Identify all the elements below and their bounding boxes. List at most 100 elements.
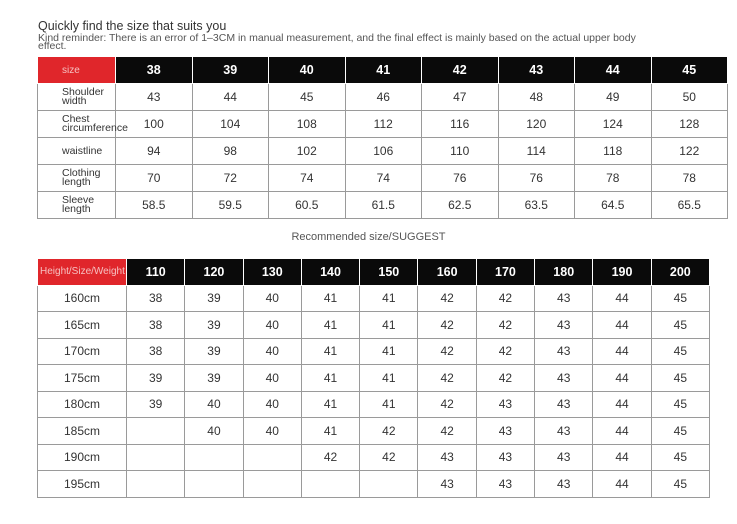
size-table: size 38 39 40 41 42 43 44 45 Shoulder width 43 44 45… xyxy=(37,56,728,219)
table-cell: 50 xyxy=(650,83,728,111)
table-cell: 41 xyxy=(359,364,419,392)
row-label: 195cm xyxy=(37,470,127,498)
measurement-reminder: Kind reminder: There is an error of 1–3C… xyxy=(38,32,636,52)
table-cell: 44 xyxy=(191,83,269,111)
table-cell: 42 xyxy=(359,443,419,471)
table-cell: 44 xyxy=(592,284,652,312)
table-cell: 118 xyxy=(574,137,652,165)
table-cell: 42 xyxy=(475,337,536,365)
row-label: Sleeve length xyxy=(37,191,116,219)
table-cell: 40 xyxy=(242,311,302,339)
table-cell: 76 xyxy=(421,164,499,192)
table-cell: 45 xyxy=(650,443,711,471)
table-cell: 45 xyxy=(650,390,711,418)
table-cell: 106 xyxy=(344,137,422,165)
table-cell: 39 xyxy=(184,311,244,339)
table-cell: 43 xyxy=(475,390,536,418)
table-cell: 78 xyxy=(574,164,652,192)
table-cell: 120 xyxy=(497,110,575,138)
table-cell: 110 xyxy=(421,137,499,165)
table-cell: 70 xyxy=(115,164,193,192)
table-row: 195cm 43 43 43 44 45 xyxy=(37,470,711,498)
table-cell: 42 xyxy=(417,417,477,445)
table-cell: 42 xyxy=(417,390,477,418)
table-cell xyxy=(242,470,302,498)
table-cell xyxy=(125,443,186,471)
table-cell: 42 xyxy=(475,284,536,312)
table-header-row: size 38 39 40 41 42 43 44 45 xyxy=(37,56,728,84)
table-cell: 43 xyxy=(475,417,536,445)
table-cell: 44 xyxy=(592,470,652,498)
table-cell: 38 xyxy=(125,337,186,365)
table-cell: 39 xyxy=(125,390,186,418)
table-row: waistline 94 98 102 106 110 114 118 122 xyxy=(37,137,728,165)
table-cell xyxy=(184,443,244,471)
row-label: 170cm xyxy=(37,337,127,365)
table-cell: 43 xyxy=(475,443,536,471)
table-cell: 41 xyxy=(300,311,361,339)
row-label: 180cm xyxy=(37,390,127,418)
table-cell: 59.5 xyxy=(191,191,269,219)
row-label: Clothing length xyxy=(37,164,116,192)
table-cell: 45 xyxy=(650,364,711,392)
table-cell: 78 xyxy=(650,164,728,192)
table-row: Chest circumference 100 104 108 112 116 120 124… xyxy=(37,110,728,138)
table-row: 190cm 42 42 43 43 43 44 45 xyxy=(37,443,711,471)
table-cell: 39 xyxy=(184,284,244,312)
table-cell: 65.5 xyxy=(650,191,728,219)
table-cell: 104 xyxy=(191,110,269,138)
table-cell: 124 xyxy=(574,110,652,138)
corner-header: size xyxy=(37,56,116,84)
table-cell: 41 xyxy=(359,311,419,339)
table-cell: 41 xyxy=(300,364,361,392)
table-cell xyxy=(125,417,186,445)
table-cell: 43 xyxy=(534,284,594,312)
table-cell: 44 xyxy=(592,337,652,365)
corner-header: Height/Size/Weight xyxy=(37,258,127,286)
table-cell: 42 xyxy=(417,284,477,312)
table-cell: 45 xyxy=(650,311,711,339)
row-label: 185cm xyxy=(37,417,127,445)
table-cell: 43 xyxy=(534,417,594,445)
table-cell: 42 xyxy=(300,443,361,471)
table-cell: 40 xyxy=(242,417,302,445)
table-cell: 48 xyxy=(497,83,575,111)
table-row: Clothing length 70 72 74 74 76 76 78 78 xyxy=(37,164,728,192)
column-header: 200 xyxy=(650,258,711,286)
table-cell: 43 xyxy=(534,443,594,471)
table-cell: 112 xyxy=(344,110,422,138)
column-header: 190 xyxy=(592,258,652,286)
table-cell: 41 xyxy=(300,284,361,312)
table-cell: 43 xyxy=(417,443,477,471)
table-cell: 42 xyxy=(417,311,477,339)
column-header: 44 xyxy=(574,56,652,84)
table-cell: 41 xyxy=(300,417,361,445)
table-cell: 41 xyxy=(359,284,419,312)
table-cell: 39 xyxy=(125,364,186,392)
table-row: 180cm 39 40 40 41 41 42 43 43 44 45 xyxy=(37,390,711,418)
table-cell: 74 xyxy=(268,164,346,192)
table-cell: 76 xyxy=(497,164,575,192)
row-label: Shoulder width xyxy=(37,83,116,111)
row-label: 165cm xyxy=(37,311,127,339)
table-row: Sleeve length 58.5 59.5 60.5 61.5 62.5 63.5 64.… xyxy=(37,191,728,219)
table-cell: 98 xyxy=(191,137,269,165)
table-cell: 38 xyxy=(125,284,186,312)
table-cell: 43 xyxy=(534,337,594,365)
column-header: 110 xyxy=(125,258,186,286)
table-cell: 40 xyxy=(184,417,244,445)
table-cell: 64.5 xyxy=(574,191,652,219)
page-title: Quickly find the size that suits you xyxy=(38,19,227,33)
table-cell: 42 xyxy=(475,311,536,339)
table-cell: 42 xyxy=(417,337,477,365)
row-label: Chest circumference xyxy=(37,110,128,138)
column-header: 140 xyxy=(300,258,361,286)
table-cell: 49 xyxy=(574,83,652,111)
table-cell: 45 xyxy=(650,417,711,445)
column-header: 180 xyxy=(534,258,594,286)
table-cell: 114 xyxy=(497,137,575,165)
table-row: 165cm 38 39 40 41 41 42 42 43 44 45 xyxy=(37,311,711,339)
table-cell: 116 xyxy=(421,110,499,138)
table-cell xyxy=(125,470,186,498)
